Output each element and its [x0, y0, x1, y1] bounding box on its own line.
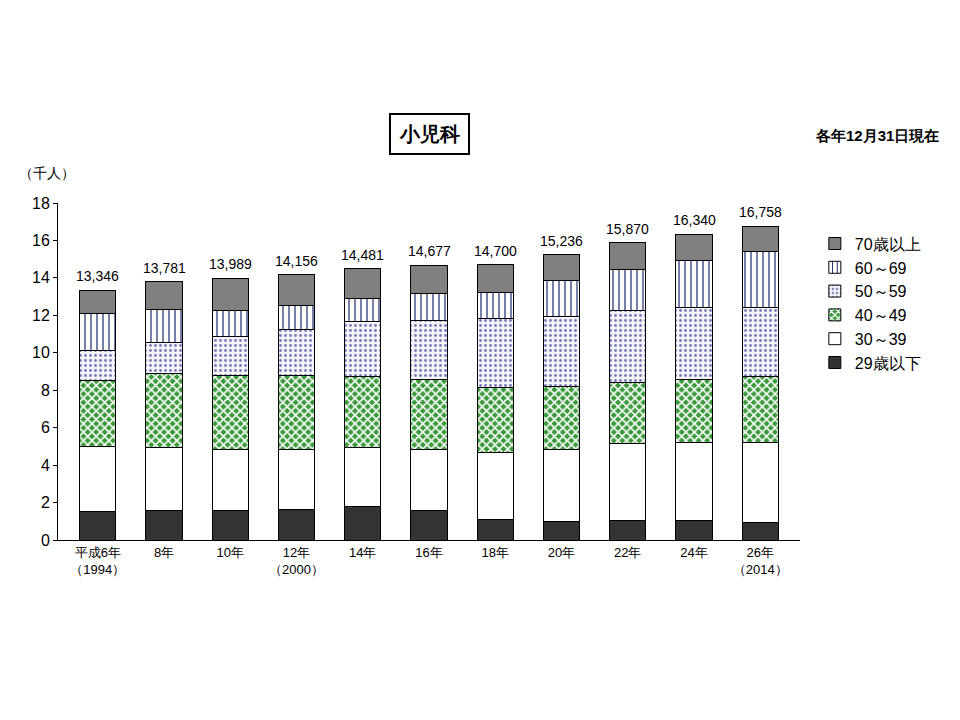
- svg-text:16,340: 16,340: [673, 212, 716, 228]
- svg-text:10: 10: [32, 344, 50, 361]
- svg-text:13,781: 13,781: [143, 260, 186, 276]
- svg-text:30～39: 30～39: [855, 331, 907, 348]
- svg-text:70歳以上: 70歳以上: [855, 236, 921, 253]
- svg-text:14,481: 14,481: [341, 247, 384, 263]
- svg-text:26年（2014）: 26年（2014）: [733, 545, 788, 577]
- svg-text:50～59: 50～59: [855, 283, 907, 300]
- svg-text:15,236: 15,236: [540, 233, 583, 249]
- svg-text:14,156: 14,156: [275, 253, 318, 269]
- svg-text:13,989: 13,989: [209, 256, 252, 272]
- svg-text:18: 18: [32, 195, 50, 212]
- svg-text:（千人）: （千人）: [19, 165, 75, 181]
- svg-text:10年: 10年: [217, 545, 244, 560]
- svg-text:平成6年（1994）: 平成6年（1994）: [70, 545, 125, 577]
- svg-text:14,700: 14,700: [474, 243, 517, 259]
- svg-text:14年: 14年: [349, 545, 376, 560]
- svg-text:12: 12: [32, 307, 50, 324]
- svg-text:2: 2: [41, 494, 50, 511]
- svg-text:16年: 16年: [415, 545, 442, 560]
- svg-text:12年（2000）: 12年（2000）: [269, 545, 324, 577]
- svg-text:60～69: 60～69: [855, 260, 907, 277]
- svg-text:6: 6: [41, 419, 50, 436]
- svg-text:15,870: 15,870: [606, 221, 649, 237]
- svg-text:8: 8: [41, 382, 50, 399]
- svg-text:各年12月31日現在: 各年12月31日現在: [815, 127, 939, 144]
- svg-text:40～49: 40～49: [855, 307, 907, 324]
- svg-text:16: 16: [32, 232, 50, 249]
- svg-text:24年: 24年: [680, 545, 707, 560]
- svg-text:20年: 20年: [548, 545, 575, 560]
- svg-text:18年: 18年: [482, 545, 509, 560]
- svg-text:22年: 22年: [614, 545, 641, 560]
- svg-text:8年: 8年: [154, 545, 174, 560]
- svg-text:小児科: 小児科: [399, 123, 460, 145]
- svg-text:16,758: 16,758: [739, 204, 782, 220]
- svg-text:0: 0: [41, 532, 50, 549]
- svg-text:13,346: 13,346: [76, 268, 119, 284]
- svg-text:29歳以下: 29歳以下: [855, 355, 921, 372]
- svg-text:14: 14: [32, 269, 50, 286]
- svg-text:14,677: 14,677: [408, 243, 451, 259]
- svg-text:4: 4: [41, 457, 50, 474]
